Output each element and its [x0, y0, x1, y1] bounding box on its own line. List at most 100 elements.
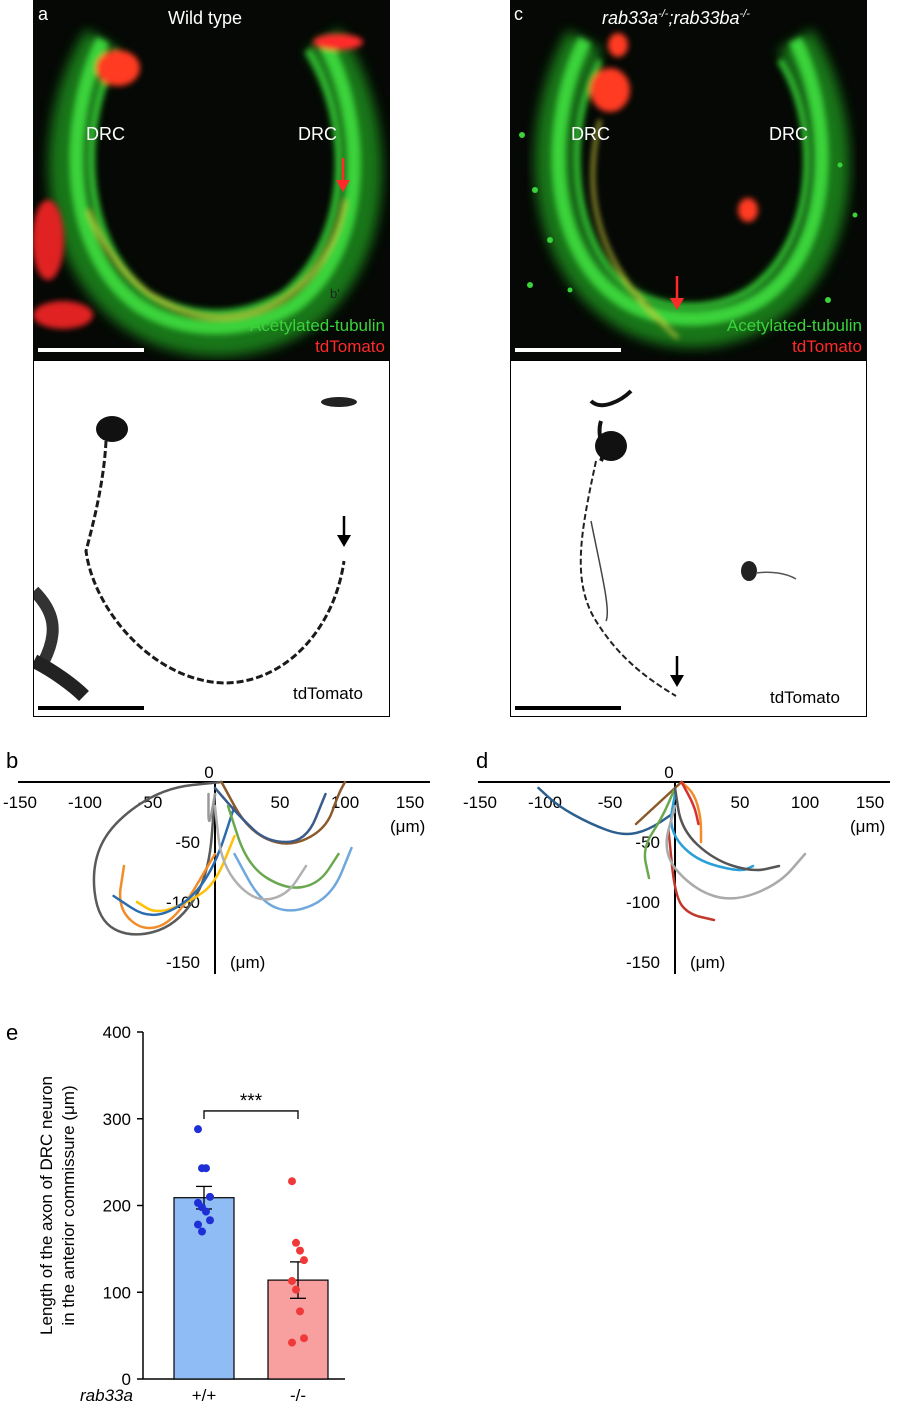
panel-d-trace-8 — [673, 786, 781, 872]
panel-e-significance-bracket — [203, 1110, 299, 1119]
panel-d-trace-3 — [643, 786, 677, 880]
panel-b-trace-6 — [213, 786, 327, 844]
panel-d-y-unit: (μm) — [690, 953, 725, 972]
panel-b-y-unit: (μm) — [230, 953, 265, 972]
panel-e-y-label-1: Length of the axon of DRC neuron — [37, 1076, 56, 1335]
panel-a-tdtomato — [33, 360, 390, 717]
panel-e-data-point — [292, 1238, 300, 1247]
panel-a-fluorescence-image — [33, 28, 382, 357]
panel-c-scale-bar-top — [515, 348, 621, 352]
panel-e-bar-1 — [173, 1197, 235, 1380]
panel-d-trace-4 — [680, 780, 703, 844]
panel-e-y-tick-label: 200 — [103, 1197, 131, 1216]
panel-e-data-point — [300, 1256, 308, 1265]
panel-d-x-unit: (μm) — [850, 817, 885, 836]
panel-d-x-tick-label: -100 — [528, 793, 562, 812]
panel-d-x-tick-label: -50 — [598, 793, 623, 812]
panel-e-data-point — [296, 1307, 304, 1316]
panel-a-tdtomato-image — [34, 397, 357, 702]
panel-b-x-tick-label: 0 — [204, 763, 213, 782]
panel-c-fluorescence-image — [519, 29, 858, 348]
panel-e-data-point — [292, 1285, 300, 1294]
panel-e-data-point — [194, 1125, 202, 1134]
panel-d-y-tick-label: -150 — [626, 953, 660, 972]
panel-a-channel-green: Acetylated-tubulin — [249, 316, 385, 335]
panel-c-bottom-label: tdTomato — [770, 688, 840, 707]
panel-a-scale-bar-top — [38, 348, 144, 352]
panel-e-y-tick-label: 400 — [103, 1023, 131, 1042]
panel-e-data-point — [288, 1177, 296, 1186]
panel-d-trace-6 — [667, 828, 716, 922]
panel-c-title-sup1: -/- — [658, 8, 669, 20]
panel-c-drc-left: DRC — [571, 124, 610, 144]
panel-e-data-point — [288, 1338, 296, 1347]
panel-c-tdtomato — [510, 360, 867, 717]
panel-e-y-tick-label: 300 — [103, 1110, 131, 1129]
panel-b-y-tick-label: -150 — [166, 953, 200, 972]
panel-d-trace-9 — [665, 804, 807, 900]
panel-a-channel-red: tdTomato — [315, 337, 385, 356]
panel-b-x-tick-label: -100 — [68, 793, 102, 812]
panel-e-data-point — [288, 1276, 296, 1285]
panel-c-fluorescence — [510, 0, 867, 360]
panel-e-genotype-1: -/- — [290, 1386, 306, 1405]
panel-e-data-point — [202, 1164, 210, 1173]
panel-d-x-tick-label: -150 — [463, 793, 497, 812]
panel-e-data-point — [202, 1207, 210, 1216]
panel-a-drc-right: DRC — [298, 124, 337, 144]
panel-c-title-gene2: rab33ba — [673, 8, 740, 28]
panel-b-x-tick-label: 150 — [396, 793, 424, 812]
panel-d-x-tick-label: 50 — [731, 793, 750, 812]
panel-e-data-point — [206, 1216, 214, 1225]
panel-e-data-point — [300, 1334, 308, 1343]
panel-e-y-label-2: in the anterior commissure (μm) — [59, 1085, 78, 1325]
panel-c-title-sup2: -/- — [739, 8, 750, 20]
panel-e-row-label-1: rab33a — [80, 1386, 133, 1405]
panel-b-x-tick-label: 50 — [271, 793, 290, 812]
panel-c-title: rab33a-/-;rab33ba-/- — [602, 8, 750, 29]
panel-b-x-tick-label: -50 — [138, 793, 163, 812]
panel-d-trace-7 — [669, 792, 755, 872]
panel-c-channel-red: tdTomato — [792, 337, 862, 356]
panel-b-letter: b — [6, 748, 19, 773]
panel-e-y-tick-label: 0 — [122, 1370, 131, 1389]
panel-c-tdtomato-image — [579, 389, 797, 697]
panel-a-red-arrow-icon — [336, 158, 350, 192]
panel-b-trace-9 — [213, 804, 308, 901]
panel-d-x-tick-label: 150 — [856, 793, 884, 812]
panel-a-scale-bar-bottom — [38, 706, 144, 710]
panel-a-inset-mark: b' — [330, 286, 340, 301]
panel-e-data-point — [194, 1220, 202, 1229]
panel-d-trace-1 — [537, 786, 677, 836]
panel-d-y-tick-label: -100 — [626, 893, 660, 912]
panel-e-data-point — [206, 1192, 214, 1201]
panel-b-trace-1 — [92, 780, 223, 936]
panel-b-trace-5 — [220, 780, 347, 845]
panel-a-drc-left: DRC — [86, 124, 125, 144]
panel-b-trace-10 — [207, 792, 217, 823]
panel-c-channel-green: Acetylated-tubulin — [726, 316, 862, 335]
panel-a-letter: a — [38, 4, 49, 24]
panel-b-x-tick-label: -150 — [3, 793, 37, 812]
panel-b-trace-2 — [118, 852, 217, 930]
panel-c-scale-bar-bottom — [515, 706, 621, 710]
panel-e-letter: e — [6, 1020, 19, 1045]
panel-d-x-tick-label: 100 — [791, 793, 819, 812]
panel-c-drc-right: DRC — [769, 124, 808, 144]
panel-e-y-tick-label: 100 — [103, 1283, 131, 1302]
panel-a-fluorescence — [33, 0, 390, 360]
panel-e-data-point — [198, 1227, 206, 1236]
panel-b-trace-7 — [226, 804, 340, 889]
panel-e-data-point — [296, 1246, 304, 1255]
panel-d-letter: d — [476, 748, 489, 773]
panel-e-bar-chart: 0 100 200 300 400 Length of the axon of DRC n… — [37, 1023, 345, 1405]
panel-c-title-gene1: rab33a — [602, 8, 659, 28]
panel-d-x-tick-label: 0 — [664, 763, 673, 782]
panel-e-significance: *** — [240, 1091, 263, 1112]
panel-e-genotype-1: +/+ — [192, 1386, 217, 1405]
panel-c-letter: c — [514, 4, 523, 24]
panel-b-x-unit: (μm) — [390, 817, 425, 836]
panel-b-y-tick-label: -50 — [175, 833, 200, 852]
